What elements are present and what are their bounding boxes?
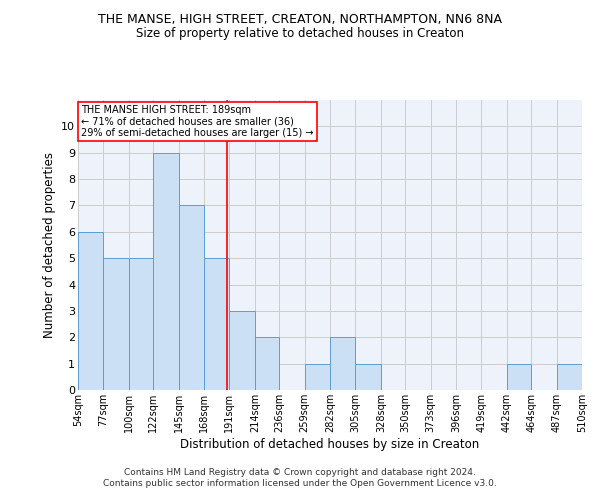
Bar [78,232,103,390]
Bar [103,258,129,390]
Bar [204,258,229,390]
Bar [153,152,179,390]
Bar [229,311,255,390]
Bar [255,338,279,390]
Bar [507,364,531,390]
Bar [557,364,582,390]
Text: THE MANSE, HIGH STREET, CREATON, NORTHAMPTON, NN6 8NA: THE MANSE, HIGH STREET, CREATON, NORTHAM… [98,12,502,26]
Text: Size of property relative to detached houses in Creaton: Size of property relative to detached ho… [136,28,464,40]
Bar [355,364,381,390]
Text: Contains HM Land Registry data © Crown copyright and database right 2024.
Contai: Contains HM Land Registry data © Crown c… [103,468,497,487]
Bar [179,206,204,390]
Bar [305,364,330,390]
Text: THE MANSE HIGH STREET: 189sqm
← 71% of detached houses are smaller (36)
29% of s: THE MANSE HIGH STREET: 189sqm ← 71% of d… [82,106,314,138]
Y-axis label: Number of detached properties: Number of detached properties [43,152,56,338]
Bar [129,258,153,390]
Bar [330,338,355,390]
X-axis label: Distribution of detached houses by size in Creaton: Distribution of detached houses by size … [181,438,479,450]
